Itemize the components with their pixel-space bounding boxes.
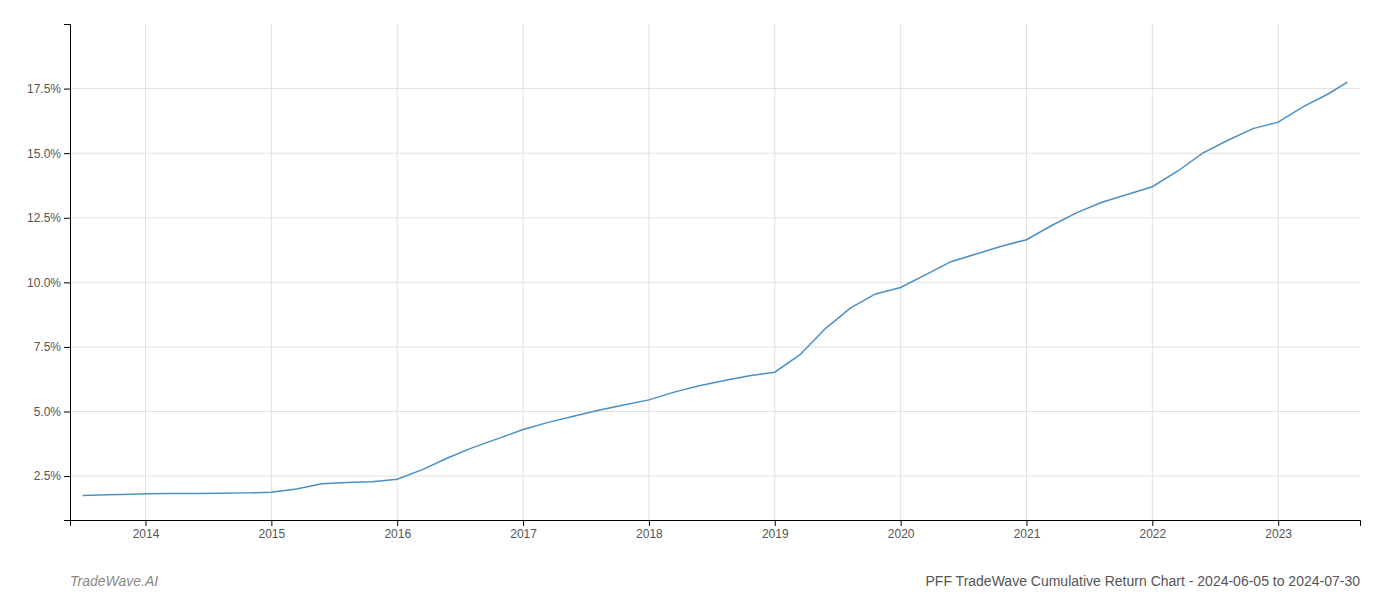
grid-line-x [145, 24, 146, 520]
x-tick: 2015 [259, 520, 286, 541]
axis-line [64, 25, 71, 521]
grid-line-y [70, 346, 1360, 347]
x-tick-mark [649, 520, 650, 526]
grid-line-x [271, 24, 272, 520]
x-tick-mark [901, 520, 902, 526]
y-tick-mark [64, 89, 70, 90]
grid-line-x [648, 24, 649, 520]
y-tick: 12.5% [27, 211, 70, 225]
x-tick-mark [1278, 520, 1279, 526]
grid-line-x [1278, 24, 1279, 520]
y-tick-label: 5.0% [34, 405, 62, 419]
y-tick: 2.5% [34, 469, 70, 483]
grid-line-y [70, 217, 1360, 218]
x-tick-label: 2017 [510, 527, 537, 541]
y-tick-label: 10.0% [27, 276, 61, 290]
grid-line-y [70, 476, 1360, 477]
x-tick-label: 2018 [636, 527, 663, 541]
grid-line-y [70, 411, 1360, 412]
x-tick-label: 2022 [1139, 527, 1166, 541]
title: PFF TradeWave Cumulative Return Chart - … [926, 573, 1361, 589]
y-tick: 10.0% [27, 276, 70, 290]
x-tick-mark [1026, 520, 1027, 526]
line [83, 82, 1348, 495]
grid-line-x [900, 24, 901, 520]
y-tick: 15.0% [27, 147, 70, 161]
grid-line-x [1152, 24, 1153, 520]
x-tick: 2021 [1014, 520, 1041, 541]
x-tick-label: 2020 [888, 527, 915, 541]
x-tick-label: 2014 [133, 527, 160, 541]
plot-area: 2014 2015 2016 2017 2018 2019 2020 2021 2022 2023… [27, 24, 1361, 541]
grid-line-x [1026, 24, 1027, 520]
marks [83, 82, 1348, 495]
y-tick-mark [64, 153, 70, 154]
chart-svg: 2014 2015 2016 2017 2018 2019 2020 2021 2022 2023… [0, 0, 1400, 600]
y-tick-label: 2.5% [34, 469, 62, 483]
grid-line-y [70, 282, 1360, 283]
x-tick-label: 2019 [762, 527, 789, 541]
y-tick-mark [64, 476, 70, 477]
x-tick-mark [775, 520, 776, 526]
y-tick-label: 17.5% [27, 82, 61, 96]
y-tick: 5.0% [34, 405, 70, 419]
x-tick-label: 2023 [1265, 527, 1292, 541]
axis-line [71, 521, 1361, 527]
x-tick-label: 2016 [384, 527, 411, 541]
x-tick-mark [271, 520, 272, 526]
x-tick: 2018 [636, 520, 663, 541]
grid-line-x [774, 24, 775, 520]
x-tick: 2017 [510, 520, 537, 541]
y-tick-label: 15.0% [27, 147, 61, 161]
y-tick-mark [64, 347, 70, 348]
chart-container: 2014 2015 2016 2017 2018 2019 2020 2021 2022 2023… [0, 0, 1400, 600]
y-tick-label: 12.5% [27, 211, 61, 225]
grid [70, 24, 1360, 520]
x-tick-mark [146, 520, 147, 526]
x-axis: 2014 2015 2016 2017 2018 2019 2020 2021 2022 2023 [71, 520, 1361, 541]
x-tick: 2014 [133, 520, 160, 541]
x-tick: 2022 [1139, 520, 1166, 541]
grid-line-y [70, 88, 1360, 89]
x-tick-label: 2015 [259, 527, 286, 541]
y-tick-mark [64, 412, 70, 413]
grid-line-x [523, 24, 524, 520]
x-tick-mark [397, 520, 398, 526]
x-tick: 2016 [384, 520, 411, 541]
x-tick-mark [523, 520, 524, 526]
y-tick-mark [64, 218, 70, 219]
grid-line-y [70, 153, 1360, 154]
x-tick: 2019 [762, 520, 789, 541]
x-tick-mark [1152, 520, 1153, 526]
x-tick-label: 2021 [1014, 527, 1041, 541]
y-tick: 17.5% [27, 82, 70, 96]
y-axis: 2.5% 5.0% 7.5% 10.0% 12.5% 15.0% 17.5% [27, 25, 71, 521]
x-tick: 2023 [1265, 520, 1292, 541]
y-tick-label: 7.5% [34, 340, 62, 354]
grid-line-x [397, 24, 398, 520]
y-tick-mark [64, 282, 70, 283]
x-tick: 2020 [888, 520, 915, 541]
y-tick: 7.5% [34, 340, 70, 354]
watermark: TradeWave.AI [70, 573, 158, 589]
